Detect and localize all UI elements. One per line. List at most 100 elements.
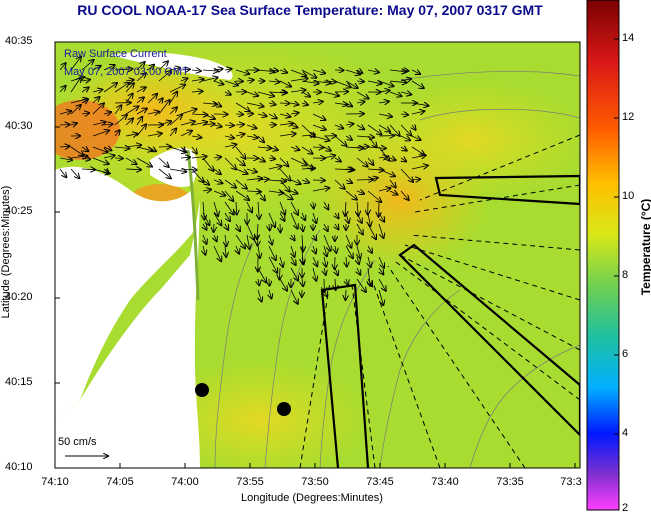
current-vector (202, 124, 215, 125)
current-vector (346, 212, 349, 223)
current-vector (323, 91, 339, 96)
current-vector (224, 69, 232, 70)
current-vector (290, 267, 298, 281)
x-tick-label: 73:55 (236, 476, 264, 488)
current-vector (290, 147, 299, 150)
current-vector (291, 245, 295, 257)
current-vector (59, 146, 70, 147)
current-vector (324, 267, 326, 275)
current-vector (59, 86, 66, 93)
current-vector (345, 201, 346, 216)
map-title: RU COOL NOAA-17 Sea Surface Temperature:… (77, 2, 543, 18)
current-vector (235, 102, 250, 111)
current-vector (279, 92, 287, 93)
current-vector (213, 168, 221, 174)
current-vector (268, 81, 280, 82)
current-vector (213, 103, 221, 107)
current-vector (356, 136, 374, 137)
current-vector (411, 70, 420, 74)
colorbar-tick-label: 4 (622, 427, 629, 439)
current-vector (313, 235, 316, 240)
current-vector (378, 101, 389, 103)
current-vector (389, 81, 407, 83)
colorbar-title: Temperature (°C) (639, 198, 651, 296)
current-vector (213, 81, 224, 84)
current-vector (279, 114, 290, 117)
current-vector (70, 156, 87, 158)
current-vector (258, 201, 259, 219)
current-vector (191, 168, 204, 182)
current-vector (202, 70, 218, 71)
current-vector (323, 147, 331, 151)
y-tick-label: 40:35 (5, 35, 33, 47)
current-vector (158, 147, 171, 148)
current-vector (158, 168, 171, 178)
current-vector (368, 212, 370, 226)
colorbar-ticks (614, 38, 619, 435)
current-vector (346, 278, 348, 285)
x-axis-title: Longitude (Degrees:Minutes) (241, 492, 383, 504)
current-vector (114, 69, 133, 70)
x-tick-label: 73:45 (366, 476, 394, 488)
current-vector (125, 80, 134, 81)
current-vector (268, 191, 283, 193)
scale-arrow-label: 50 cm/s (58, 436, 97, 448)
current-vector (269, 289, 272, 298)
current-vector (125, 83, 134, 93)
current-vector (312, 102, 323, 104)
current-vector (81, 169, 95, 170)
current-vector (125, 118, 133, 126)
current-vector (125, 145, 141, 147)
current-vector (367, 81, 382, 84)
current-vector (224, 80, 238, 85)
current-vector (345, 169, 354, 170)
current-vector (279, 190, 293, 199)
current-vector (202, 103, 217, 104)
current-vector (191, 136, 201, 138)
current-vector (268, 256, 277, 273)
current-vector (334, 103, 347, 105)
colorbar-tick-label: 6 (622, 348, 629, 360)
colorbar-tick-label: 2 (622, 502, 629, 514)
colorbar-tick-label: 10 (622, 190, 635, 202)
plot-frame (54, 41, 581, 469)
x-tick-label: 74:10 (41, 476, 69, 488)
current-vector (378, 289, 383, 305)
current-vector (235, 146, 246, 159)
current-vector (335, 267, 338, 275)
current-vector (367, 135, 377, 147)
current-vector (70, 78, 81, 93)
current-vector (290, 103, 299, 105)
current-vector (378, 188, 390, 191)
current-vector (114, 105, 121, 115)
current-vector (357, 70, 362, 73)
current-vector (335, 278, 336, 290)
current-vector (202, 77, 218, 81)
x-tick-label: 73:40 (431, 476, 459, 488)
current-vector (389, 179, 396, 188)
current-vector (400, 114, 408, 115)
current-vector (203, 201, 204, 220)
current-vector (345, 234, 351, 248)
current-vector (125, 157, 137, 164)
current-vector (257, 135, 264, 142)
current-vector (324, 245, 327, 256)
current-vector (213, 190, 225, 196)
current-vector (279, 278, 287, 291)
current-vector (313, 201, 314, 208)
current-vector (400, 79, 411, 81)
current-vector (257, 190, 265, 200)
current-vector (412, 125, 416, 130)
current-vector (258, 234, 259, 246)
current-vector (147, 94, 157, 104)
current-vector (191, 70, 201, 71)
current-vector (302, 212, 305, 220)
current-vector (345, 245, 353, 258)
current-vector (158, 61, 168, 71)
current-vector (313, 212, 316, 223)
current-vector (203, 223, 207, 230)
current-vector (81, 147, 88, 151)
current-vector (334, 80, 351, 87)
current-vector (246, 136, 258, 138)
current-vector (367, 147, 386, 148)
